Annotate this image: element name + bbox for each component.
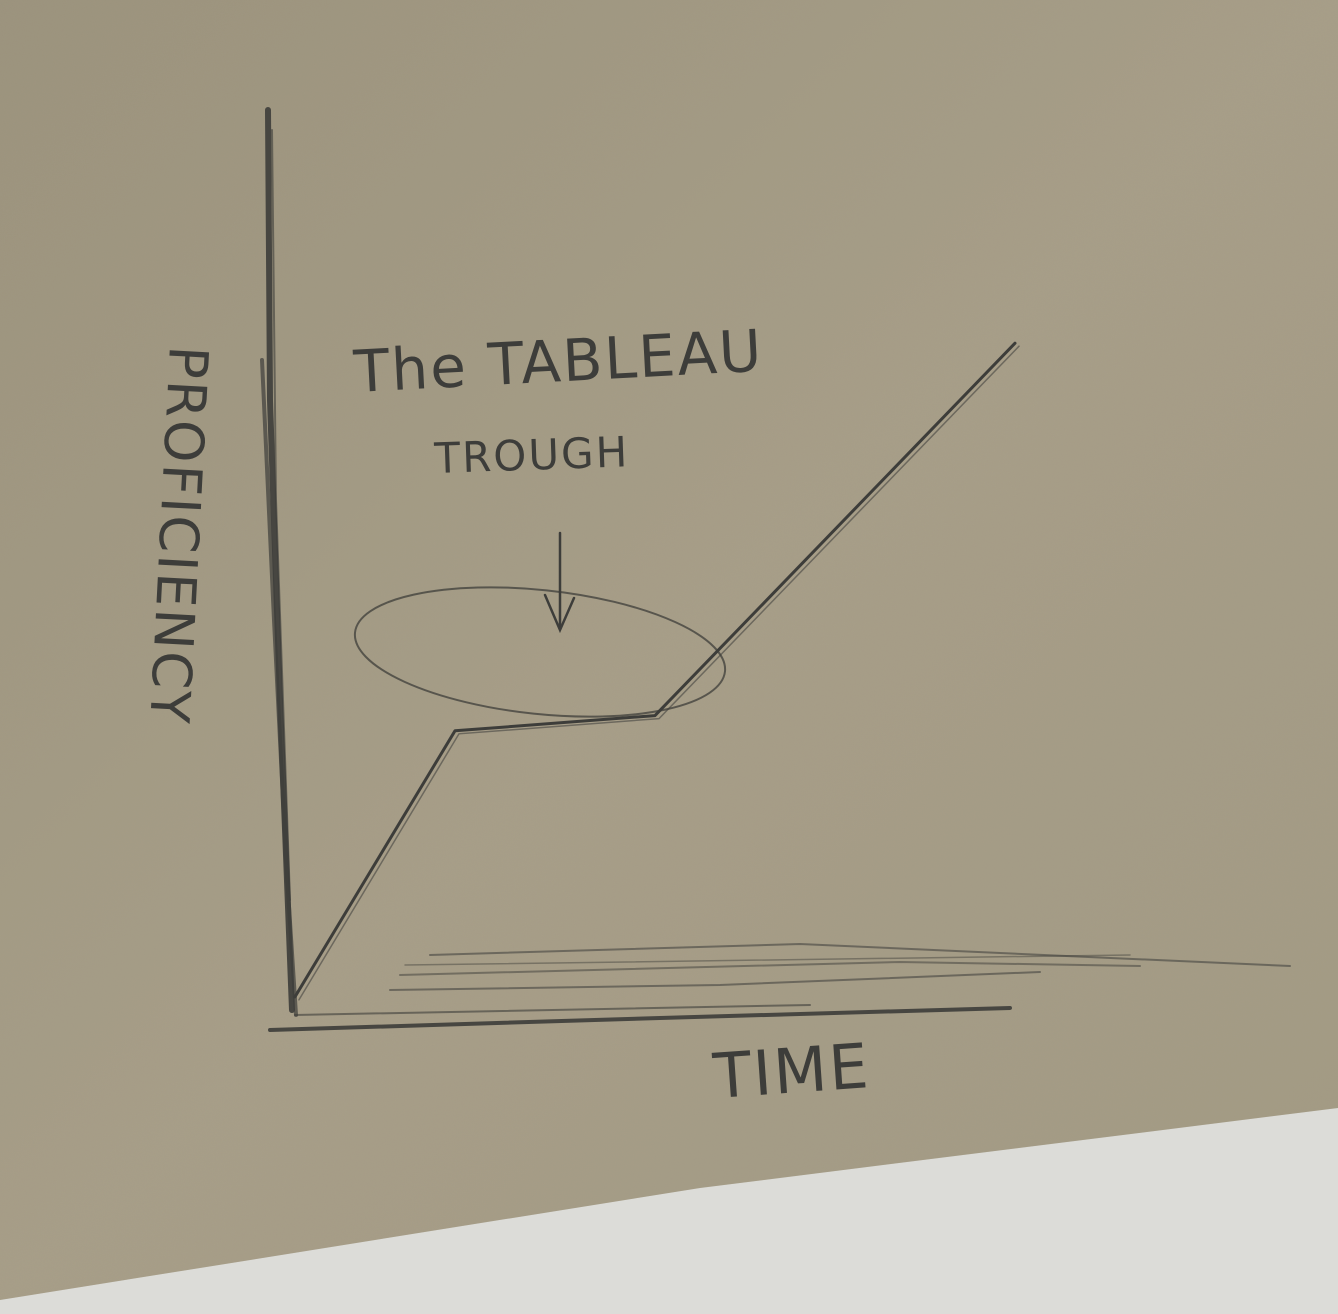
- trough-annotation-line2: TROUGH: [433, 427, 630, 483]
- y-axis: [260, 107, 298, 1017]
- x-axis-label: TIME: [710, 1029, 873, 1113]
- proficiency-curve: [293, 341, 1020, 1001]
- curve-line-retrace: [298, 345, 1020, 1001]
- x-axis: [268, 942, 1291, 1032]
- trough-highlight-ellipse: [353, 586, 727, 718]
- curve-line: [293, 341, 1017, 999]
- down-arrow-icon: [543, 531, 576, 634]
